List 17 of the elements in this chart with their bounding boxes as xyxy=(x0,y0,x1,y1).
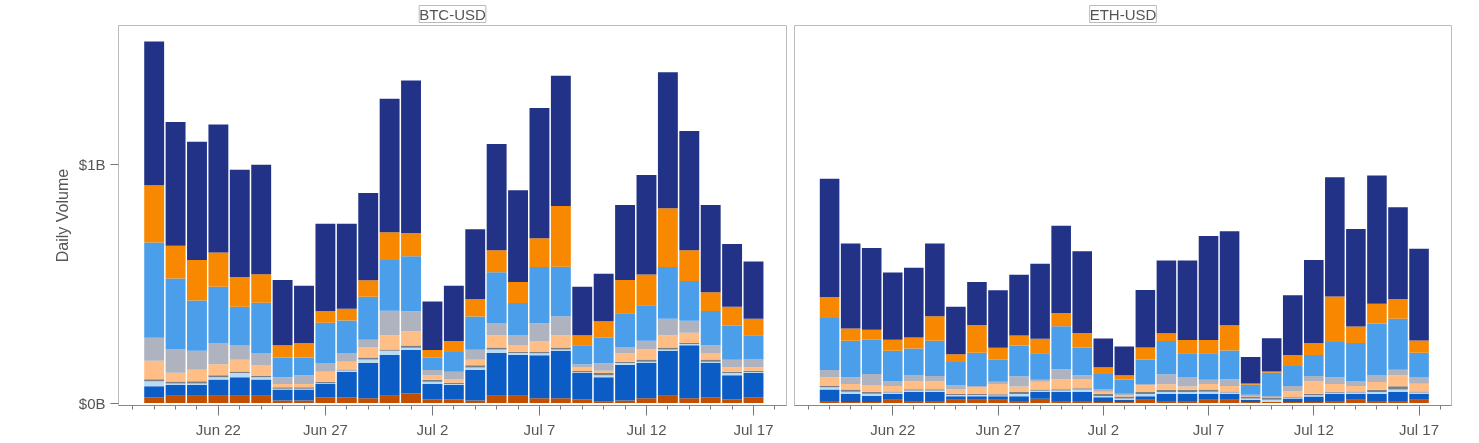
x-tick-label: Jul 12 xyxy=(626,420,667,438)
x-tick-label: Jul 2 xyxy=(416,420,449,438)
x-tick-label: Jul 12 xyxy=(1293,420,1334,438)
x-tick-label: Jul 7 xyxy=(523,420,556,438)
x-tick-label: Jul 17 xyxy=(1399,420,1440,438)
x-tick-label: Jul 17 xyxy=(733,420,774,438)
x-tick-label: Jun 22 xyxy=(195,420,241,438)
chart-title: ETH-USD xyxy=(1089,5,1157,23)
chart-title: BTC-USD xyxy=(419,5,486,23)
x-tick-label: Jul 7 xyxy=(1192,420,1225,438)
x-tick-label: Jun 27 xyxy=(302,420,348,438)
y-axis-title: Daily Volume xyxy=(53,168,71,263)
x-tick-label: Jun 27 xyxy=(975,420,1021,438)
x-tick-label: Jul 2 xyxy=(1087,420,1120,438)
y-tick-label: $0B xyxy=(78,394,106,412)
y-tick-label: $1B xyxy=(78,155,106,173)
x-tick-label: Jun 22 xyxy=(870,420,916,438)
